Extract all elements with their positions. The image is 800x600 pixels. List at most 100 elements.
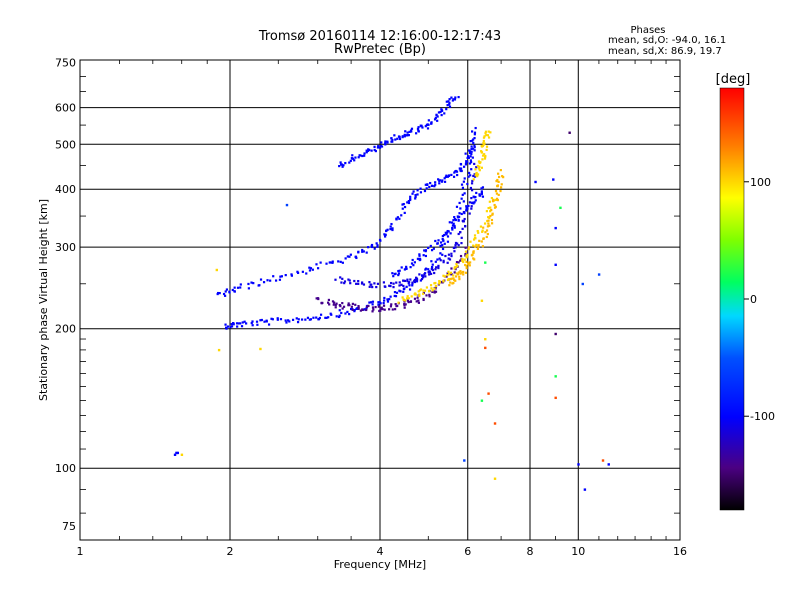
data-point [229, 326, 232, 329]
data-point [365, 305, 369, 308]
data-point [472, 257, 475, 260]
data-point [474, 174, 477, 177]
data-point [335, 315, 338, 318]
data-point [417, 126, 420, 129]
data-point [251, 324, 254, 327]
data-point [328, 303, 331, 306]
data-point [483, 222, 487, 225]
data-point [400, 214, 403, 217]
data-point [442, 239, 445, 242]
data-point [461, 186, 465, 189]
data-point [416, 189, 419, 192]
data-point [331, 260, 334, 263]
data-point [410, 262, 414, 265]
data-point [230, 325, 234, 328]
data-point [371, 300, 375, 303]
data-point [441, 234, 444, 238]
data-point [388, 284, 391, 287]
data-point [462, 260, 465, 264]
data-point [470, 207, 473, 210]
data-point [347, 278, 350, 281]
data-point [405, 267, 408, 270]
data-point [423, 272, 427, 275]
data-point [429, 244, 432, 248]
data-point [474, 195, 477, 199]
data-point [440, 280, 443, 284]
phases-line-x: mean, sd,X: 86.9, 19.7 [608, 46, 722, 57]
data-point [468, 212, 471, 215]
data-point [437, 264, 440, 267]
data-point [357, 306, 360, 309]
data-point [447, 100, 450, 103]
data-point [316, 267, 320, 270]
data-point [403, 287, 406, 290]
data-point [271, 318, 274, 321]
data-point [463, 211, 466, 215]
data-point [357, 251, 360, 254]
data-point [478, 161, 481, 165]
colorbar [719, 87, 745, 511]
data-point [270, 317, 273, 320]
data-point [554, 396, 557, 400]
data-point [413, 279, 416, 283]
data-point [285, 321, 288, 324]
data-point [497, 180, 500, 184]
data-point [266, 279, 269, 282]
data-point [216, 291, 220, 295]
data-point [499, 168, 502, 172]
data-point [391, 227, 394, 230]
data-point [180, 453, 184, 456]
data-point [441, 244, 444, 247]
data-point [466, 160, 469, 163]
data-point [442, 279, 445, 282]
chart-title: Tromsø 20160114 12:16:00-12:17:43 [258, 29, 501, 44]
data-point [374, 305, 377, 309]
data-point [276, 317, 279, 320]
data-point [409, 278, 412, 281]
data-point [413, 280, 416, 284]
data-point [409, 266, 412, 269]
data-point [384, 143, 387, 146]
data-point [488, 200, 491, 203]
data-point [237, 322, 240, 325]
data-point [607, 463, 610, 466]
data-point [485, 133, 488, 137]
data-point [407, 199, 410, 203]
data-point [239, 286, 242, 289]
data-point [481, 154, 485, 157]
data-point [308, 318, 311, 321]
data-point [496, 178, 499, 182]
data-point [426, 183, 429, 186]
data-point [224, 326, 228, 329]
data-point [342, 305, 346, 308]
data-point [601, 459, 605, 462]
data-point [452, 246, 455, 250]
data-point [430, 121, 433, 125]
data-point [597, 273, 601, 276]
data-point [383, 308, 386, 311]
data-point [335, 302, 338, 305]
data-point [476, 175, 479, 178]
data-point [453, 226, 456, 229]
data-point [457, 95, 460, 99]
data-point [469, 151, 472, 155]
data-point [245, 322, 248, 325]
data-point [173, 453, 177, 456]
data-point [442, 274, 445, 277]
data-point [369, 283, 372, 286]
data-point [383, 233, 386, 236]
data-point [443, 180, 447, 183]
data-point [467, 248, 470, 251]
data-point [381, 308, 384, 311]
data-point [383, 235, 387, 238]
data-point [418, 253, 421, 256]
data-point [365, 251, 368, 254]
y-tick-label: 100 [55, 462, 76, 475]
data-point [452, 274, 455, 277]
data-point [419, 187, 422, 190]
data-point [467, 204, 470, 207]
data-point [368, 301, 371, 304]
data-point [469, 261, 472, 264]
data-point [477, 231, 480, 234]
data-point [386, 300, 390, 303]
